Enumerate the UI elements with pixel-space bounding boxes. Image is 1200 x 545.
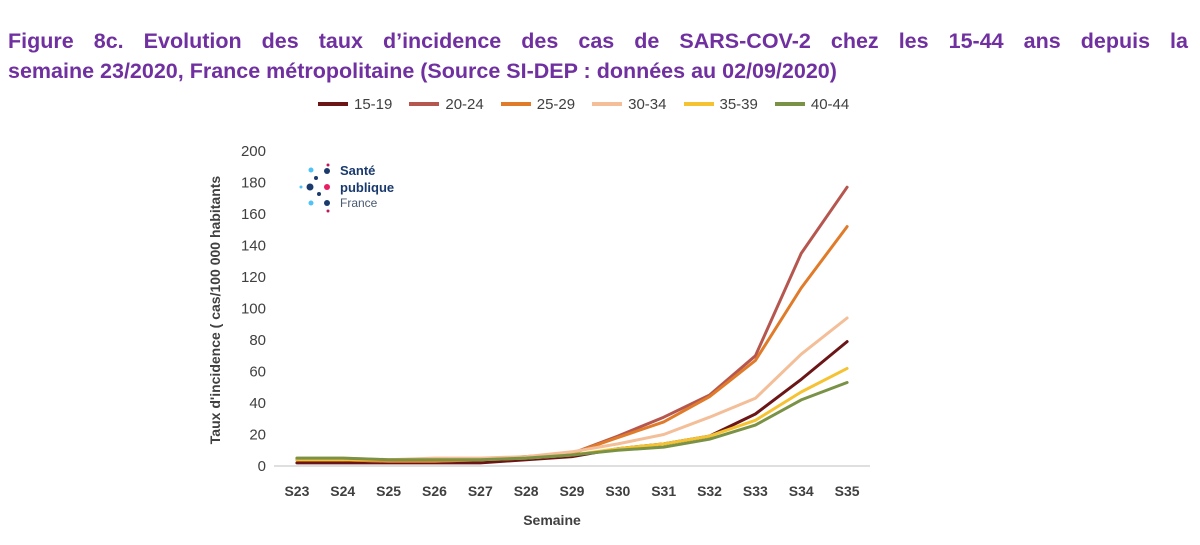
legend-item: 30-34 — [592, 95, 667, 113]
x-tick-label: S28 — [514, 483, 539, 499]
series-line-25-29 — [295, 225, 849, 463]
legend-swatch — [592, 102, 623, 106]
logo-text-line-3: France — [340, 196, 378, 210]
x-tick-label: S33 — [743, 483, 768, 499]
x-tick-label: S27 — [468, 483, 493, 499]
y-tick-label: 140 — [241, 238, 266, 255]
legend-label: 15-19 — [354, 95, 393, 113]
y-tick-label: 100 — [241, 301, 266, 318]
series-line-30-34 — [295, 316, 849, 462]
x-tick-label: S35 — [835, 483, 860, 499]
x-tick-label: S32 — [697, 483, 722, 499]
legend-item: 40-44 — [774, 95, 850, 113]
series-line-40-44 — [295, 381, 849, 462]
sante-publique-france-logo — [299, 163, 330, 213]
x-tick-label: S31 — [651, 483, 676, 499]
x-axis-label: Semaine — [523, 512, 581, 528]
legend-label: 40-44 — [810, 95, 850, 113]
x-tick-label: S29 — [560, 483, 585, 499]
x-tick-label: S26 — [422, 483, 447, 499]
title-line-1: Figure 8c. Evolution des taux d’incidenc… — [8, 29, 1188, 53]
y-tick-label: 80 — [249, 332, 266, 349]
chart-series — [295, 185, 849, 465]
legend-label: 35-39 — [719, 95, 758, 113]
y-tick-label: 160 — [241, 206, 266, 223]
logo-text-line-2: publique — [340, 180, 395, 195]
figure-title: Figure 8c. Evolution des taux d’incidenc… — [8, 26, 1188, 86]
x-tick-label: S34 — [789, 483, 814, 499]
y-tick-label: 120 — [241, 269, 266, 286]
chart-legend: 15-19 20-24 25-29 30-34 35-39 40-44 — [318, 94, 866, 114]
legend-swatch — [318, 102, 348, 106]
x-tick-label: S24 — [330, 483, 355, 499]
y-tick-label: 200 — [241, 143, 266, 160]
x-tick-label: S25 — [376, 483, 401, 499]
y-tick-label: 60 — [249, 364, 266, 381]
legend-swatch — [409, 102, 440, 106]
legend-item: 20-24 — [409, 95, 484, 113]
x-tick-label: S30 — [605, 483, 630, 499]
x-tick-label: S23 — [284, 483, 309, 499]
legend-swatch — [500, 102, 531, 106]
legend-item: 35-39 — [683, 95, 758, 113]
title-line-2: semaine 23/2020, France métropolitaine (… — [8, 59, 837, 83]
y-tick-label: 20 — [249, 427, 266, 444]
series-line-35-39 — [295, 366, 849, 462]
logo-text-line-1: Santé — [340, 163, 376, 178]
y-tick-label: 0 — [258, 458, 266, 475]
legend-swatch — [683, 102, 714, 106]
series-line-15-19 — [295, 340, 849, 465]
legend-item: 25-29 — [500, 95, 576, 113]
legend-item: 15-19 — [318, 96, 392, 113]
legend-label: 20-24 — [445, 95, 484, 113]
legend-label: 30-34 — [628, 95, 667, 113]
y-tick-label: 180 — [241, 175, 266, 192]
y-tick-label: 40 — [249, 395, 266, 412]
legend-swatch — [774, 102, 805, 106]
y-axis-label: Taux d'incidence ( cas/100 000 habitants — [207, 176, 223, 445]
chart-axes: 0 20 40 60 80 100 120 140 160 180 200 S23 S24 S25 S26 S… — [241, 143, 870, 499]
legend-label: 25-29 — [536, 95, 576, 113]
